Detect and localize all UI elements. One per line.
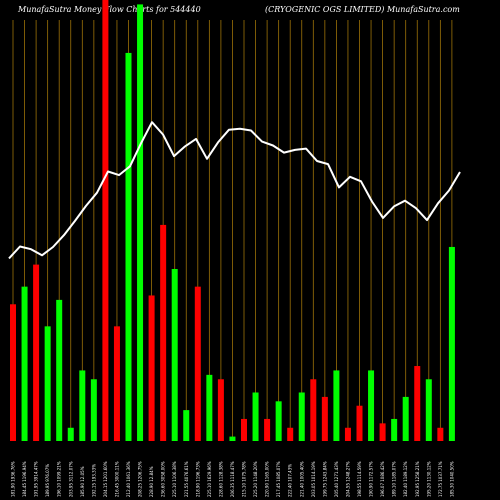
volume-bar — [217, 379, 224, 441]
volume-bar — [298, 392, 305, 441]
x-axis-label: 196.10 1099.21% — [57, 461, 62, 497]
x-axis-label: 225.10 1106.38% — [172, 461, 177, 497]
volume-bar — [391, 418, 398, 441]
x-axis-label: 189.95 976.07% — [45, 464, 50, 497]
x-axis-label: 212.40 1061.36% — [126, 461, 131, 497]
x-axis-label: 184.45 1196.94% — [22, 461, 27, 497]
x-axis-label: 216.45 3000.11% — [114, 461, 119, 497]
volume-bar — [368, 370, 375, 441]
volume-bar — [194, 286, 201, 441]
volume-bar — [44, 326, 51, 441]
x-axis-label: 215.10 1075.78% — [242, 461, 247, 497]
volume-bar — [137, 4, 144, 441]
volume-bar — [113, 326, 120, 441]
x-axis-label: 218.90 1196.73% — [195, 461, 200, 497]
volume-bar — [229, 436, 236, 441]
volume-bar — [287, 427, 294, 441]
chart-header-left: MunafaSutra Money Flow Charts for 544440 — [17, 5, 201, 14]
volume-bar — [264, 418, 271, 441]
x-axis-label: 217.45 1085.07% — [276, 461, 281, 497]
x-axis-label: 189.10 1185.07% — [392, 461, 397, 497]
x-axis-label: 196.07 1086.42% — [380, 461, 385, 497]
volume-bar — [310, 379, 317, 441]
x-axis-label: 192.95 1258.21% — [415, 461, 420, 497]
x-axis-label: 225.20 1148.20% — [253, 461, 258, 497]
volume-bar — [252, 392, 259, 441]
x-axis-label: 182.40 1189.12% — [403, 461, 408, 497]
volume-bar — [448, 246, 455, 441]
x-axis-label: 181.90 1936.76% — [11, 461, 16, 497]
volume-bar — [402, 396, 409, 441]
x-axis-label: 220.90 1165.00% — [265, 461, 270, 497]
volume-bar — [206, 374, 213, 441]
x-axis-label: 199.75 1243.84% — [322, 461, 327, 497]
volume-bar — [21, 286, 28, 441]
x-axis-label: 195.20 1130.12% — [426, 461, 431, 497]
volume-bar — [125, 52, 132, 442]
x-axis-label: 190.90 1172.57% — [369, 461, 374, 497]
x-axis-label: 221.55 4076.61% — [184, 461, 189, 497]
x-axis-label: 203.05 1014.19% — [311, 461, 316, 497]
volume-bar — [321, 396, 328, 441]
chart-header-right: (CRYOGENIC OGS LIMITED) MunafaSutra.com — [265, 5, 460, 14]
x-axis-label: 236.60 3058.00% — [161, 461, 166, 497]
volume-bar — [275, 401, 282, 441]
volume-bar — [33, 264, 40, 441]
volume-bar — [356, 405, 363, 441]
volume-bar — [241, 418, 247, 441]
price-line — [8, 121, 461, 260]
volume-bar — [414, 366, 421, 441]
x-axis-label: 172.75 1037.71% — [438, 461, 443, 497]
volume-bar — [79, 370, 86, 441]
x-axis-label: 228.60 1128.38% — [218, 461, 223, 497]
volume-bars — [10, 0, 455, 442]
x-axis-label: 228.90 12.84% — [149, 466, 154, 497]
x-axis-label: 206.35 1118.47% — [230, 461, 235, 497]
x-axis-label: 185.90 12.05% — [80, 466, 85, 497]
x-axis-label: 221.40 1005.40% — [299, 461, 304, 497]
price-line-group — [8, 121, 461, 260]
x-axis-labels: 181.90 1936.76% 184.45 1196.94% 191.95 391… — [11, 461, 455, 497]
volume-bar — [10, 304, 16, 441]
x-axis-label: 204.55 1248.27% — [345, 461, 350, 497]
volume-bar — [344, 427, 351, 441]
volume-bar — [425, 379, 432, 441]
volume-bar — [171, 269, 178, 441]
volume-bar — [160, 224, 167, 441]
volume-bar — [148, 295, 155, 441]
x-axis-label: 222.40 107.43% — [288, 464, 293, 497]
x-axis-label: 203.95 3112.07% — [68, 461, 73, 497]
x-axis-label: 204.15 1201.60% — [103, 461, 108, 497]
volume-bar — [333, 370, 340, 441]
volume-bar — [183, 410, 190, 441]
x-axis-label: 191.95 3914.47% — [34, 461, 39, 497]
volume-bar — [102, 0, 109, 441]
volume-bar — [67, 427, 74, 441]
x-axis-label: 185.30 1040.50% — [449, 461, 454, 497]
volume-bar — [437, 427, 444, 441]
x-axis-label: 192.15 193.33% — [91, 464, 96, 497]
volume-bar — [90, 379, 97, 441]
x-axis-label: 208.25 1206.75% — [138, 461, 143, 497]
volume-bar — [379, 423, 386, 441]
x-axis-label: 225.10 1629.96% — [207, 461, 212, 497]
x-axis-label: 198.55 1114.59% — [357, 461, 362, 497]
x-axis-label: 205.40 1271.43% — [334, 461, 339, 497]
volume-bar — [56, 299, 63, 441]
